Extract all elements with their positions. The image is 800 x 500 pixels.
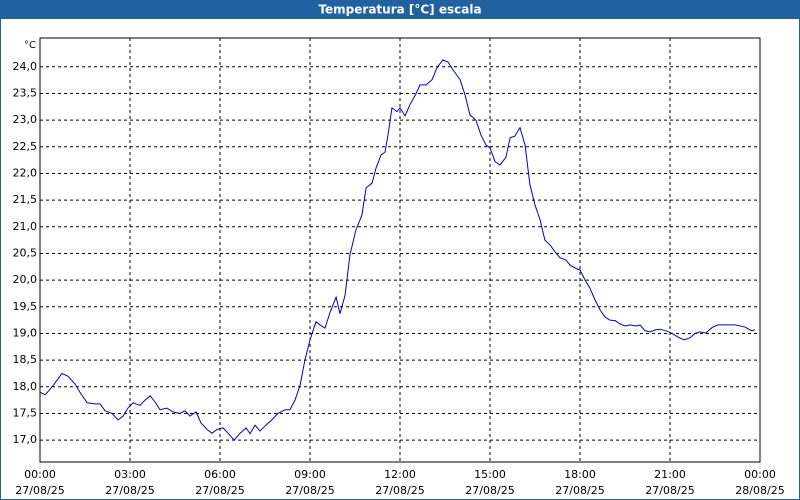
y-tick-label: 20,0 — [13, 273, 38, 286]
y-tick-label: 23,0 — [13, 113, 38, 126]
x-tick-label: 21:00 — [654, 468, 686, 481]
y-tick-label: 20,5 — [13, 246, 38, 259]
x-tick-label: 03:00 — [114, 468, 146, 481]
chart-title: Temperatura [°C] escala — [318, 3, 481, 17]
y-tick-label: 24,0 — [13, 60, 38, 73]
x-tick-date: 27/08/25 — [105, 484, 154, 497]
y-tick-label: 22,5 — [13, 140, 38, 153]
x-tick-date: 27/08/25 — [15, 484, 64, 497]
x-tick-date: 27/08/25 — [555, 484, 604, 497]
y-tick-label: 19,0 — [13, 326, 38, 339]
x-tick-label: 06:00 — [204, 468, 236, 481]
y-tick-label: 18,0 — [13, 380, 38, 393]
x-tick-date: 27/08/25 — [285, 484, 334, 497]
y-tick-label: 17,5 — [13, 406, 38, 419]
y-tick-label: 23,5 — [13, 86, 38, 99]
title-bar — [0, 0, 800, 19]
x-tick-label: 15:00 — [474, 468, 506, 481]
y-tick-label: 21,5 — [13, 193, 38, 206]
y-tick-label: 18,5 — [13, 353, 38, 366]
data-line — [39, 59, 756, 441]
x-tick-label: 18:00 — [564, 468, 596, 481]
x-tick-label: 09:00 — [294, 468, 326, 481]
x-tick-date: 27/08/25 — [465, 484, 514, 497]
x-tick-label: 00:00 — [744, 468, 776, 481]
y-tick-label: 19,5 — [13, 300, 38, 313]
x-tick-date: 27/08/25 — [195, 484, 244, 497]
y-unit: °C — [24, 40, 36, 51]
x-tick-date: 28/08/25 — [735, 484, 784, 497]
x-tick-label: 00:00 — [24, 468, 56, 481]
y-tick-label: 21,0 — [13, 220, 38, 233]
y-tick-label: 17,0 — [13, 433, 38, 446]
x-tick-date: 27/08/25 — [375, 484, 424, 497]
y-tick-label: 22,0 — [13, 166, 38, 179]
x-tick-date: 27/08/25 — [645, 484, 694, 497]
x-tick-label: 12:00 — [384, 468, 416, 481]
